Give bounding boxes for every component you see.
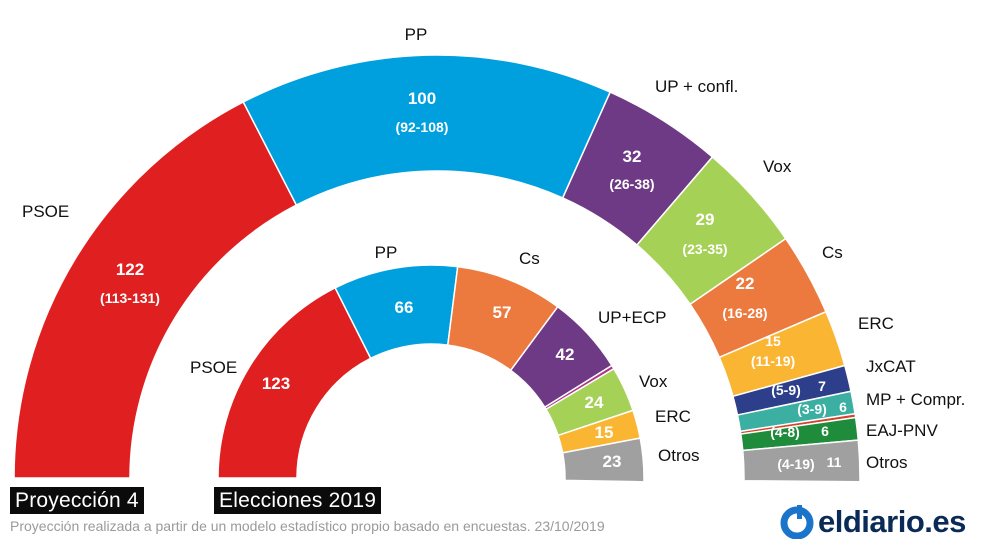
- party-label-mp-compr: MP + Compr.: [866, 390, 965, 409]
- seat-count-otros: 23: [603, 452, 622, 471]
- seat-arc-psoe: [217, 286, 372, 479]
- brand-logo: eldiario.es: [780, 502, 966, 542]
- seat-range-psoe: (113-131): [100, 290, 160, 306]
- party-label-cs: Cs: [822, 243, 843, 262]
- seat-count-psoe: 122: [116, 260, 144, 279]
- party-label-eaj-pnv: EAJ-PNV: [866, 421, 938, 440]
- seat-arc-otros: [561, 437, 645, 483]
- party-label-psoe: PSOE: [22, 202, 69, 221]
- hemicycle-projection: PSOE 122 (113-131) PP 100 (92-108) UP + confl.…: [13, 25, 965, 483]
- elections-title: Elecciones 2019: [214, 487, 382, 514]
- projection-title: Proyección 4: [10, 487, 144, 514]
- party-label-up-confl: UP + confl.: [655, 77, 738, 96]
- party-label-up-ecp: UP+ECP: [598, 308, 667, 327]
- party-label-psoe: PSOE: [190, 358, 237, 377]
- seat-count-otros: 11: [827, 454, 842, 470]
- brand-name: eldiario.es: [818, 504, 966, 539]
- seat-range-vox: (23-35): [682, 241, 727, 257]
- seat-count-eaj-pnv: 6: [821, 423, 829, 439]
- brand-circle-icon: [780, 505, 814, 539]
- seat-range-otros: (4-19): [777, 456, 814, 472]
- seat-range-cs: (16-28): [722, 305, 767, 321]
- seat-range-mp-compr: (3-9): [797, 401, 827, 417]
- seat-count-cs: 57: [493, 303, 512, 322]
- seat-range-erc: (11-19): [751, 353, 795, 369]
- party-label-vox: Vox: [763, 157, 792, 176]
- party-label-cs: Cs: [519, 249, 540, 268]
- seat-range-jxcat: (5-9): [771, 382, 801, 398]
- seat-count-up-confl: 32: [623, 147, 642, 166]
- seat-count-pp: 100: [408, 89, 436, 108]
- seat-range-up-confl: (26-38): [609, 176, 654, 192]
- party-label-otros: Otros: [658, 446, 700, 465]
- party-label-erc: ERC: [655, 407, 691, 426]
- seat-arc-otros: [741, 439, 861, 483]
- seat-count-erc: 15: [595, 423, 614, 442]
- seat-count-up-ecp: 42: [556, 345, 575, 364]
- seat-count-pp: 66: [395, 298, 414, 317]
- party-label-vox: Vox: [639, 372, 668, 391]
- footnote: Proyección realizada a partir de un mode…: [10, 518, 605, 534]
- hemicycle-2019: PSOE 123 PP 66 Cs 57 UP+ECP 42 Vox 24 ERC 15 Otros 23: [190, 243, 700, 483]
- seat-range-pp: (92-108): [396, 119, 449, 135]
- seat-count-cs: 22: [736, 274, 755, 293]
- seat-count-vox: 29: [696, 210, 715, 229]
- seat-range-eaj-pnv: (4-8): [770, 424, 800, 440]
- party-label-otros: Otros: [866, 453, 908, 472]
- seat-count-psoe: 123: [262, 374, 290, 393]
- party-label-erc: ERC: [858, 314, 894, 333]
- seat-count-mp-compr: 6: [839, 399, 847, 415]
- party-label-pp: PP: [405, 25, 428, 44]
- seat-count-jxcat: 7: [818, 378, 826, 394]
- party-label-jxcat: JxCAT: [866, 357, 916, 376]
- seat-count-vox: 24: [585, 393, 604, 412]
- seat-count-erc: 15: [765, 333, 781, 349]
- party-label-pp: PP: [375, 243, 398, 262]
